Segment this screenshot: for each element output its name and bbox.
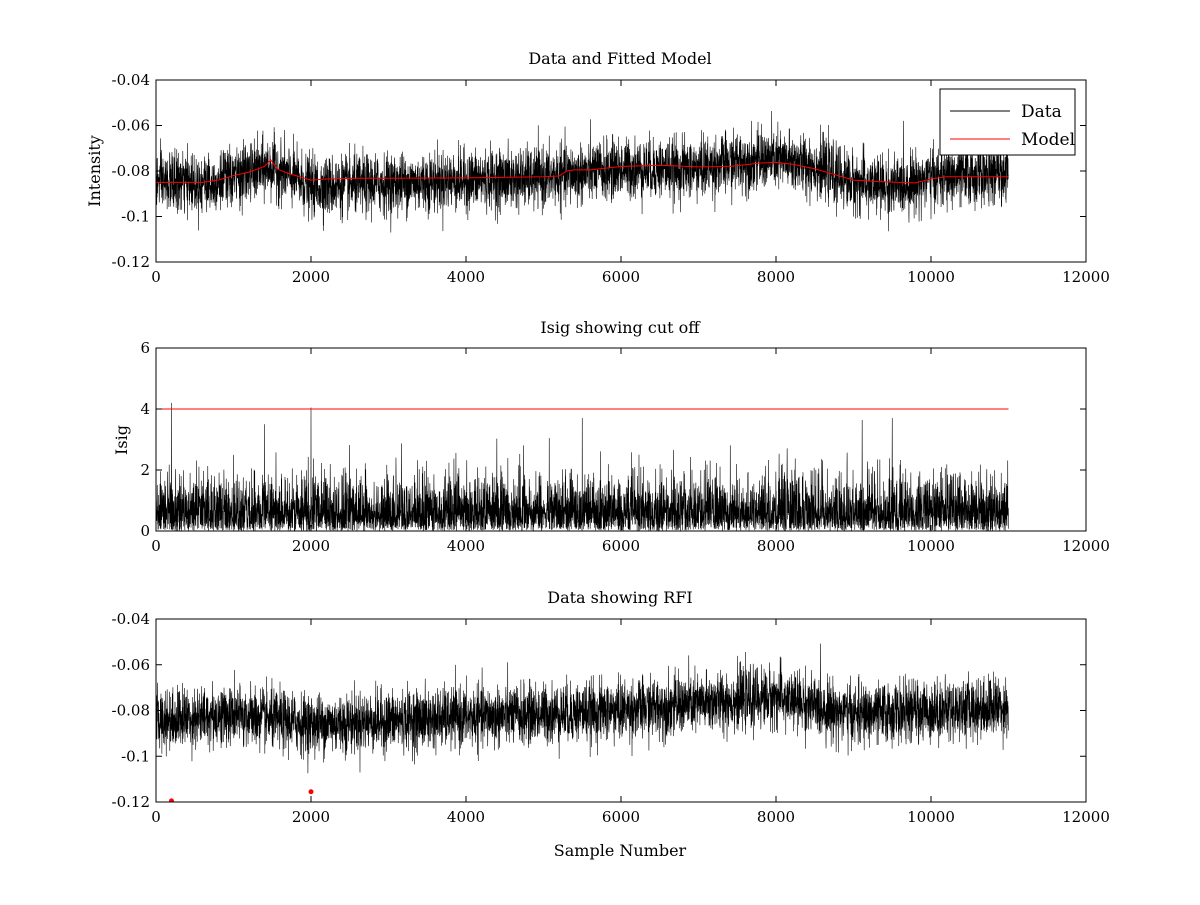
y-tick-label: -0.08: [112, 162, 150, 180]
rfi-marker: [169, 798, 174, 802]
panel-1-ticks: 0 2000 4000 6000 8000 10000 12000 -0.12 -0.1 -0.0…: [112, 71, 1110, 286]
rfi-marker: [308, 789, 314, 795]
panel-2-ticks: 0 2000 4000 6000 8000 10000 12000 0 2 4 6: [140, 339, 1109, 555]
x-tick-label: 6000: [602, 808, 640, 826]
y-tick-label: -0.12: [112, 793, 150, 811]
panel-1-ylabel: Intensity: [85, 135, 104, 207]
x-tick-label: 6000: [602, 537, 640, 555]
y-tick-label: 2: [140, 461, 150, 479]
x-tick-label: 2000: [292, 808, 330, 826]
x-tick-label: 0: [151, 808, 161, 826]
panel-1-plot-area: [156, 111, 1009, 233]
x-tick-label: 8000: [757, 537, 795, 555]
y-tick-label: 0: [140, 522, 150, 540]
panel-2-ylabel: Isig: [112, 425, 131, 455]
legend-model-label: Model: [1021, 130, 1075, 150]
panel-2-title: Isig showing cut off: [540, 318, 701, 337]
x-tick-label: 4000: [447, 537, 485, 555]
panel-isig-cutoff: Isig showing cut off Isig 0 2000 4000 6000 8…: [112, 318, 1110, 555]
x-tick-label: 8000: [757, 808, 795, 826]
y-tick-label: -0.1: [121, 208, 150, 226]
y-tick-label: -0.06: [112, 656, 150, 674]
legend-data-label: Data: [1021, 102, 1062, 122]
y-tick-label: -0.04: [112, 610, 150, 628]
series-data-line: [156, 643, 1009, 774]
x-tick-label: 4000: [447, 808, 485, 826]
series-isig-line: [156, 402, 1009, 531]
y-tick-label: -0.1: [121, 747, 150, 765]
panel-data-rfi: Data showing RFI 0 2000 4000 6000 8000 10000 1…: [112, 588, 1110, 860]
legend-box: [939, 88, 1076, 156]
y-tick-label: -0.12: [112, 253, 150, 271]
x-tick-label: 10000: [907, 808, 955, 826]
y-tick-label: -0.06: [112, 117, 150, 135]
x-tick-label: 12000: [1062, 808, 1110, 826]
panel-3-plot-area: [156, 643, 1009, 802]
series-model-line: [156, 158, 1009, 184]
x-tick-label: 10000: [907, 537, 955, 555]
panel-3-xlabel: Sample Number: [554, 841, 687, 860]
y-tick-label: -0.04: [112, 71, 150, 89]
x-tick-label: 4000: [447, 268, 485, 286]
legend: Data Model: [939, 88, 1076, 156]
panel-2-plot-area: [156, 402, 1009, 531]
x-tick-label: 12000: [1062, 537, 1110, 555]
x-tick-label: 6000: [602, 268, 640, 286]
x-tick-label: 2000: [292, 268, 330, 286]
panel-1-title: Data and Fitted Model: [528, 49, 711, 68]
panel-data-and-model: Data and Fitted Model Intensity 0 2000 400…: [85, 49, 1110, 286]
series-data-line: [156, 111, 1009, 233]
x-tick-label: 0: [151, 268, 161, 286]
y-tick-label: 4: [140, 400, 150, 418]
panel-3-title: Data showing RFI: [547, 588, 692, 607]
x-tick-label: 12000: [1062, 268, 1110, 286]
y-tick-label: 6: [140, 339, 150, 357]
panel-3-ticks: 0 2000 4000 6000 8000 10000 12000 -0.12 -0.1 -0.0…: [112, 610, 1110, 826]
y-tick-label: -0.08: [112, 702, 150, 720]
x-tick-label: 10000: [907, 268, 955, 286]
x-tick-label: 0: [151, 537, 161, 555]
x-tick-label: 8000: [757, 268, 795, 286]
x-tick-label: 2000: [292, 537, 330, 555]
